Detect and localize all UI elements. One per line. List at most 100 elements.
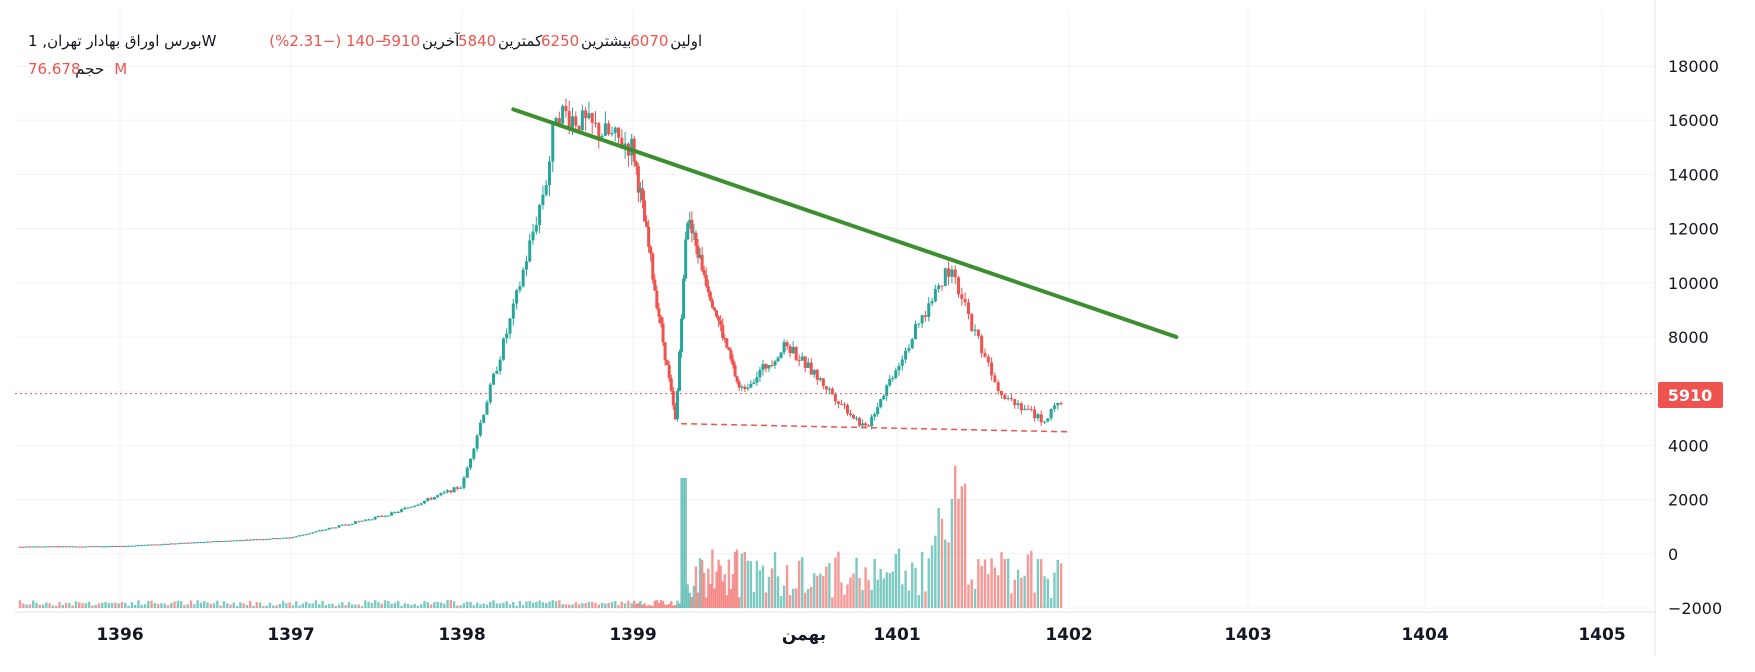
volume-bar xyxy=(752,592,756,608)
candle-body xyxy=(505,333,509,339)
volume-bar xyxy=(584,603,587,608)
volume-bar xyxy=(347,602,351,608)
volume-bar xyxy=(531,602,535,608)
volume-bar xyxy=(957,499,960,608)
line-layer xyxy=(15,107,1655,433)
volume-bar xyxy=(311,603,314,608)
candle-body xyxy=(169,543,173,545)
candle-body xyxy=(380,515,384,517)
candle-body xyxy=(399,509,403,512)
candle-body xyxy=(1043,421,1047,423)
candle-body xyxy=(702,270,706,275)
candle-body xyxy=(800,356,804,361)
volume-bar xyxy=(512,601,515,608)
volume-bar xyxy=(140,604,143,608)
volume-bar xyxy=(242,603,245,608)
resistance-trendline[interactable] xyxy=(511,107,1179,339)
volume-bar xyxy=(723,574,726,608)
volume-bar xyxy=(696,592,700,608)
volume-layer xyxy=(18,465,1063,608)
candle-body xyxy=(746,387,750,390)
volume-bar xyxy=(403,603,406,608)
legend-high-value: 6250 xyxy=(541,32,579,50)
volume-bar xyxy=(940,518,944,608)
volume-bar xyxy=(674,605,677,608)
candle-body xyxy=(680,318,684,352)
volume-bar xyxy=(265,605,268,608)
volume-bar xyxy=(558,600,561,608)
legend-low-label: کمترین xyxy=(498,32,543,50)
volume-bar xyxy=(61,604,64,608)
volume-bar xyxy=(828,563,831,608)
volume-bar xyxy=(653,600,657,608)
volume-bar xyxy=(930,545,934,608)
candle-body xyxy=(570,116,574,128)
candle-body xyxy=(673,405,677,420)
candle-body xyxy=(268,538,272,540)
candle-body xyxy=(1033,409,1037,419)
legend-row-2: حجم 76.678M xyxy=(28,60,127,78)
volume-bar xyxy=(216,600,219,608)
candle-body xyxy=(812,369,816,375)
volume-bar xyxy=(882,578,885,608)
volume-bar xyxy=(858,578,861,608)
volume-bar xyxy=(357,604,360,608)
candle-body xyxy=(715,310,719,317)
candle-body xyxy=(727,347,731,351)
volume-bar xyxy=(661,600,665,608)
candle-body xyxy=(923,315,927,317)
volume-bar xyxy=(505,601,508,608)
volume-bar xyxy=(737,597,741,608)
candle-body xyxy=(478,422,482,436)
support-line[interactable] xyxy=(681,422,1070,433)
volume-bar xyxy=(623,603,627,608)
candle-body xyxy=(864,423,868,426)
candle-body xyxy=(146,544,150,546)
candle-body xyxy=(452,487,456,493)
candle-body xyxy=(645,221,649,227)
candle-body xyxy=(953,269,957,278)
candle-body xyxy=(797,360,801,362)
candle-body xyxy=(966,302,970,314)
candle-body xyxy=(1052,405,1056,409)
volume-bar xyxy=(324,604,328,608)
volume-bar xyxy=(354,604,357,608)
candle-body xyxy=(719,320,723,325)
volume-bar xyxy=(449,600,453,608)
volume-bar xyxy=(870,589,873,608)
volume-bar xyxy=(944,539,947,608)
volume-bar xyxy=(466,601,469,608)
volume-bar xyxy=(252,605,255,608)
volume-bar xyxy=(456,605,459,608)
volume-bar xyxy=(1000,552,1003,608)
candle-body xyxy=(910,339,914,349)
volume-bar xyxy=(521,605,525,608)
volume-bar xyxy=(341,602,344,608)
candle-body xyxy=(403,507,407,510)
volume-bar xyxy=(587,601,591,608)
candle-body xyxy=(708,292,712,301)
candle-body xyxy=(1036,414,1040,419)
volume-bar xyxy=(822,576,825,608)
legend-close-value: 5910 xyxy=(382,32,420,50)
volume-bar xyxy=(614,601,617,608)
volume-bar xyxy=(861,589,864,608)
candle-body xyxy=(688,219,692,224)
candle-body xyxy=(845,405,849,414)
candle-body xyxy=(344,524,348,526)
candle-body xyxy=(337,525,341,528)
candle-body xyxy=(749,383,753,388)
volume-bar xyxy=(990,558,993,608)
volume-bar xyxy=(864,567,867,608)
volume-bar xyxy=(749,561,753,608)
candle-body xyxy=(143,544,147,546)
candle-body xyxy=(228,540,232,542)
x-tick-label: 1399 xyxy=(609,625,656,645)
volume-bar xyxy=(873,558,876,608)
candle-body xyxy=(179,542,183,544)
volume-bar xyxy=(678,603,681,608)
volume-bar xyxy=(657,602,661,608)
volume-bar xyxy=(232,602,235,608)
